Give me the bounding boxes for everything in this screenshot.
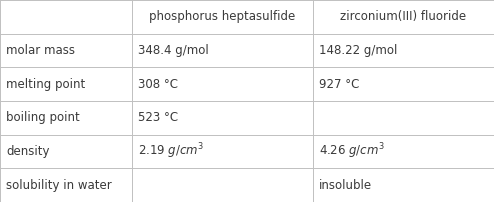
Text: molar mass: molar mass	[6, 44, 75, 57]
Text: melting point: melting point	[6, 78, 85, 91]
Text: 523 °C: 523 °C	[138, 111, 178, 124]
Text: 927 °C: 927 °C	[319, 78, 359, 91]
Text: phosphorus heptasulfide: phosphorus heptasulfide	[149, 10, 296, 23]
Text: 348.4 g/mol: 348.4 g/mol	[138, 44, 209, 57]
Text: 308 °C: 308 °C	[138, 78, 178, 91]
Text: zirconium(III) fluoride: zirconium(III) fluoride	[340, 10, 466, 23]
Text: $4.26\ g/cm^{3}$: $4.26\ g/cm^{3}$	[319, 142, 384, 161]
Text: density: density	[6, 145, 49, 158]
Text: $2.19\ g/cm^{3}$: $2.19\ g/cm^{3}$	[138, 142, 205, 161]
Text: insoluble: insoluble	[319, 179, 372, 192]
Text: 148.22 g/mol: 148.22 g/mol	[319, 44, 397, 57]
Text: boiling point: boiling point	[6, 111, 80, 124]
Text: solubility in water: solubility in water	[6, 179, 112, 192]
